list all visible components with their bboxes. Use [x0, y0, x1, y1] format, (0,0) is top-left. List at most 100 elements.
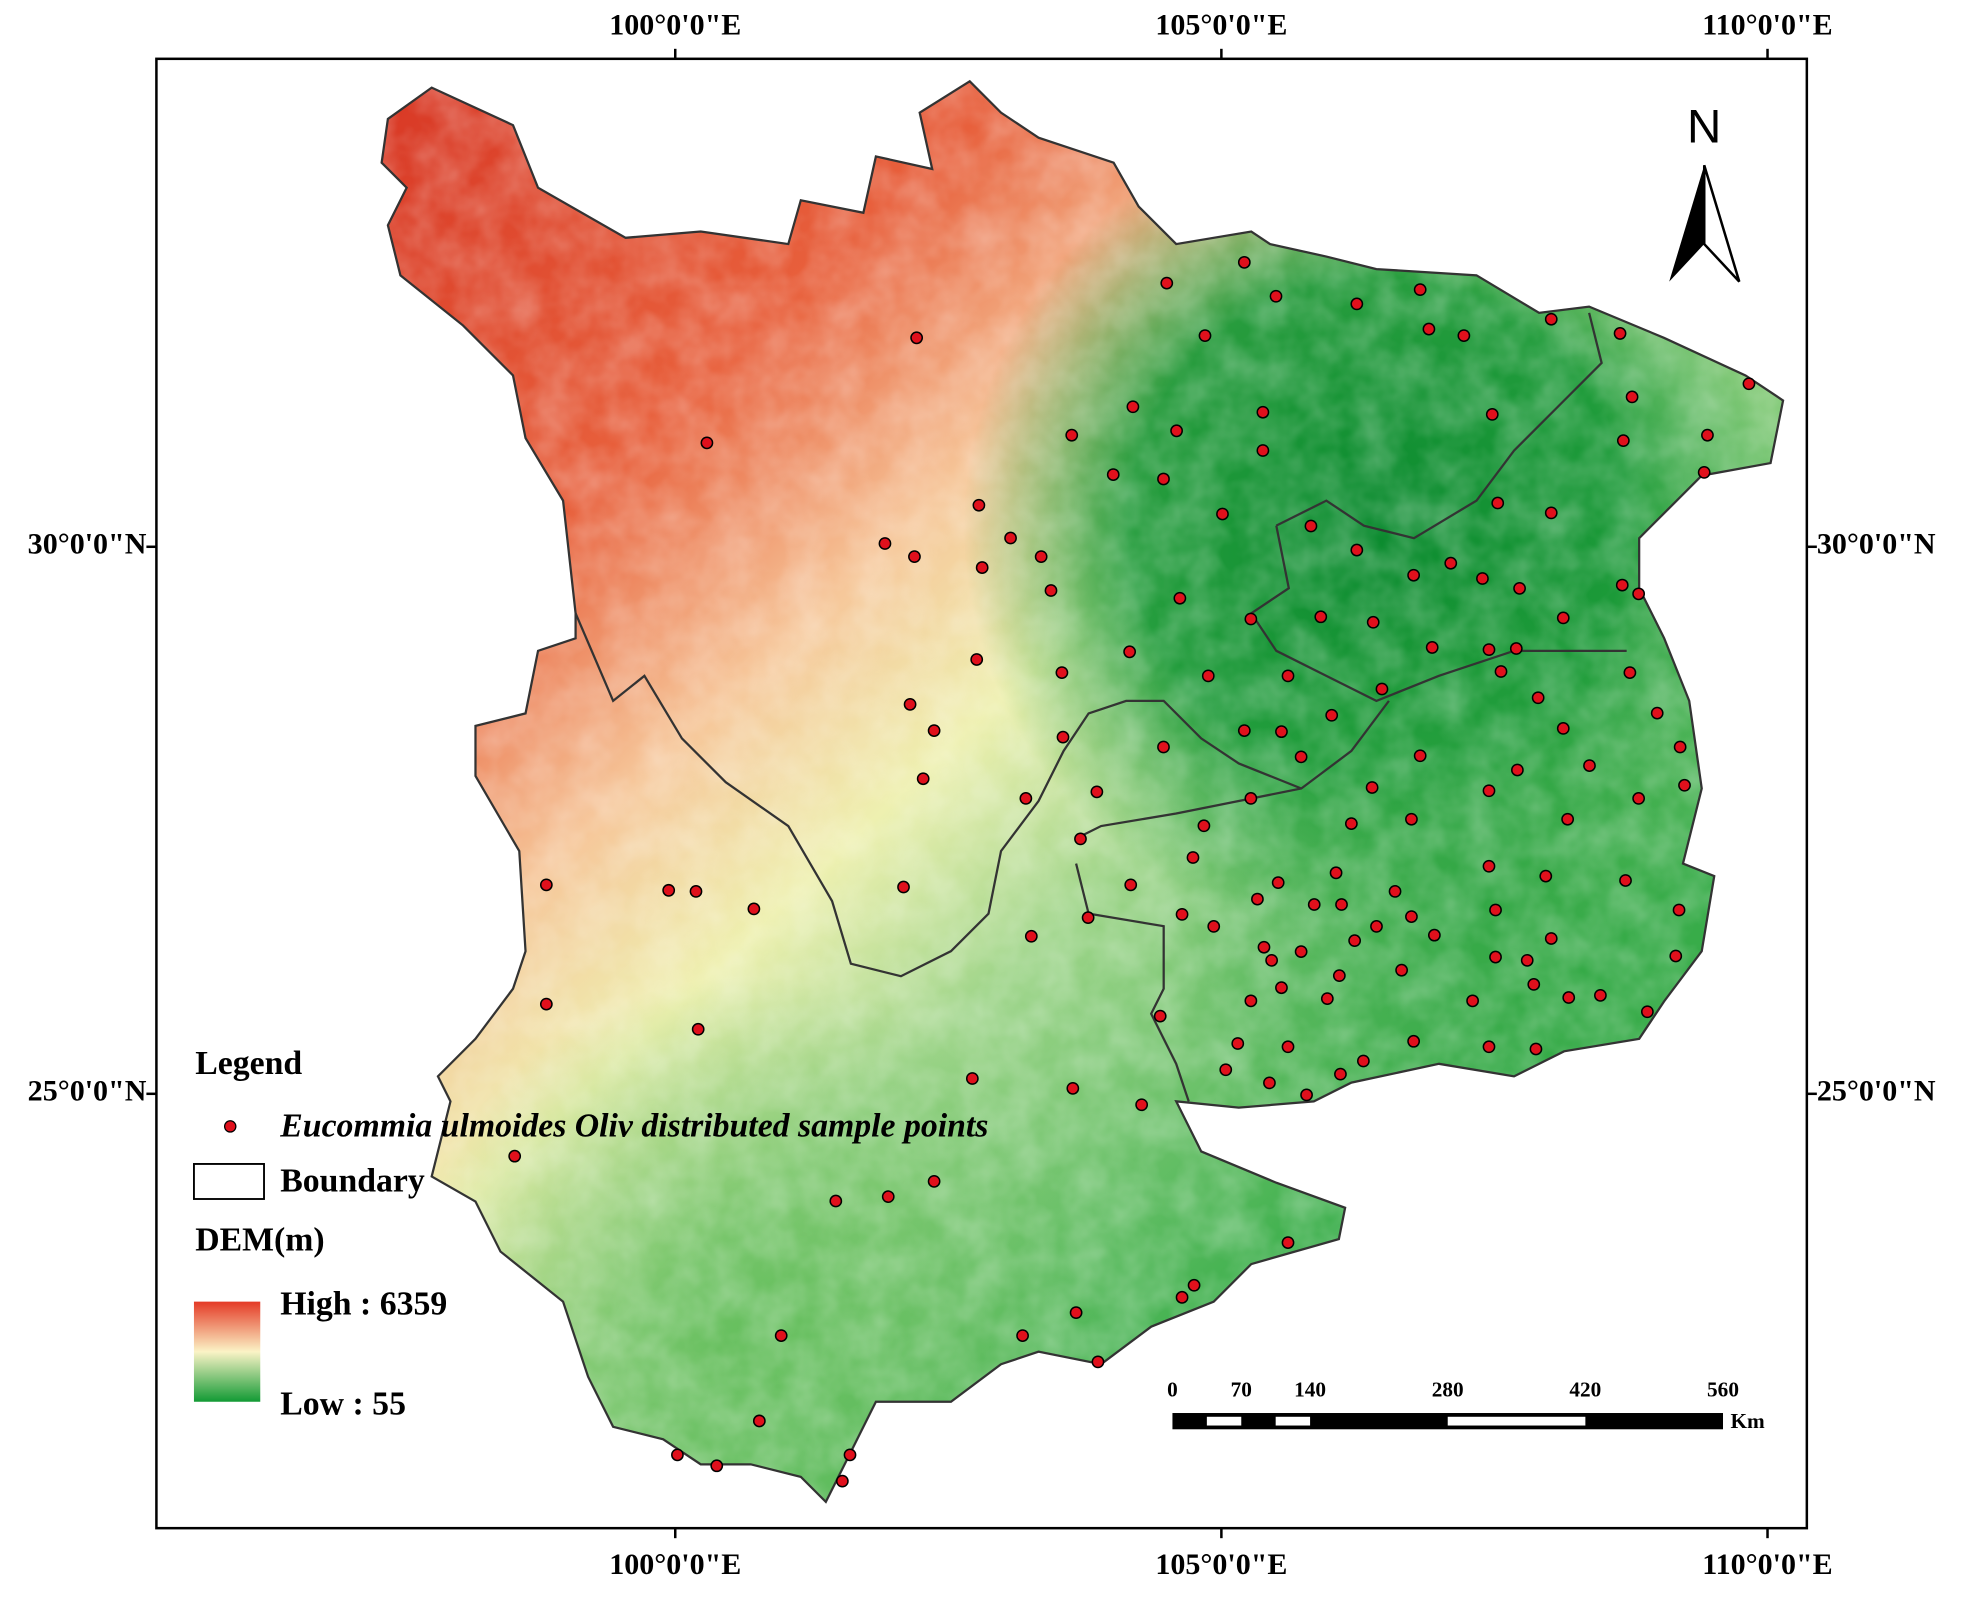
sample-point	[1613, 327, 1627, 340]
sample-point	[1281, 669, 1295, 683]
sample-point	[927, 724, 941, 737]
sample-point	[1650, 706, 1664, 720]
sample-point	[1619, 874, 1632, 887]
sample-point	[1425, 641, 1439, 654]
sample-point	[910, 331, 924, 345]
sample-point	[1281, 1040, 1295, 1054]
sample-point	[1237, 255, 1251, 269]
sample-point	[1527, 978, 1541, 991]
sample-point	[1269, 289, 1283, 303]
sample-point	[1350, 297, 1364, 311]
scale-bar-segment	[1206, 1416, 1242, 1426]
sample-point	[843, 1448, 857, 1462]
scale-bar-unit: Km	[1731, 1409, 1766, 1433]
x-tick-label: 105°0'0"E	[1155, 1548, 1287, 1581]
sample-point	[1482, 643, 1496, 657]
sample-point	[1066, 1081, 1080, 1095]
sample-point	[1175, 908, 1189, 921]
sample-point	[1583, 759, 1596, 772]
sample-point	[1271, 876, 1285, 890]
sample-point	[539, 878, 553, 892]
sample-point	[1616, 434, 1630, 448]
sample-point	[1335, 898, 1348, 911]
sample-point	[1186, 851, 1200, 864]
sample-points	[508, 255, 1756, 1488]
sample-point	[747, 902, 761, 916]
sample-point	[1489, 903, 1502, 917]
sample-point	[1074, 832, 1087, 846]
sample-point	[700, 436, 714, 450]
sample-point	[1275, 981, 1288, 995]
sample-point	[1544, 506, 1558, 520]
sample-point	[1124, 878, 1138, 892]
sample-point	[1294, 945, 1308, 958]
sample-point	[1407, 1034, 1421, 1048]
x-tick-label: 100°0'0"E	[609, 1548, 741, 1581]
y-tick-label: 25°0'0"N	[1817, 1075, 1936, 1108]
sample-point	[1256, 444, 1270, 457]
sample-point	[1562, 991, 1576, 1004]
sample-point	[539, 997, 553, 1011]
sample-point	[1198, 329, 1212, 343]
scale-bar-segment	[1275, 1416, 1311, 1426]
sample-point	[1157, 472, 1170, 486]
sample-point	[908, 550, 921, 564]
x-tick-label: 110°0'0"E	[1702, 1548, 1832, 1581]
sample-point	[1494, 665, 1508, 678]
sample-point	[1466, 994, 1479, 1008]
sample-point	[1207, 920, 1221, 933]
sample-point	[1256, 405, 1270, 419]
sample-point	[1294, 750, 1308, 764]
sample-point	[1556, 611, 1570, 625]
sample-point	[1561, 812, 1575, 826]
sample-point	[829, 1194, 843, 1208]
scale-bar-label: 0	[1167, 1378, 1178, 1402]
sample-point	[1090, 785, 1104, 799]
sample-point	[508, 1149, 522, 1163]
sample-point	[1016, 1329, 1029, 1342]
sample-point	[1304, 519, 1318, 533]
sample-point	[1216, 507, 1229, 521]
sample-point	[1544, 932, 1558, 945]
sample-point	[1307, 898, 1321, 911]
scale-bar-label: 560	[1707, 1378, 1739, 1402]
sample-point	[752, 1414, 766, 1428]
sample-point	[878, 537, 892, 550]
sample-point	[1509, 642, 1523, 655]
sample-point	[1160, 276, 1174, 290]
sample-point	[689, 885, 703, 898]
sample-point	[671, 1448, 684, 1462]
y-tick-label: 30°0'0"N	[28, 528, 147, 561]
sample-point	[1055, 666, 1069, 679]
sample-point	[691, 1022, 705, 1036]
sample-point	[1350, 543, 1364, 557]
sample-point	[975, 561, 989, 574]
sample-point	[1334, 1067, 1347, 1081]
sample-point	[1332, 969, 1346, 983]
y-tick-label: 30°0'0"N	[1817, 528, 1936, 561]
scale-bar-label: 280	[1432, 1378, 1464, 1402]
sample-point	[1413, 749, 1427, 763]
sample-point	[1237, 724, 1251, 737]
sample-point	[1669, 949, 1683, 963]
sample-point	[1325, 708, 1339, 722]
sample-point	[1106, 468, 1120, 481]
sample-point	[1081, 911, 1095, 925]
sample-point	[1678, 778, 1691, 792]
sample-point	[1281, 1236, 1295, 1249]
sample-point	[1615, 578, 1629, 592]
sample-point	[1482, 1040, 1496, 1054]
sample-point	[1370, 920, 1383, 933]
sample-point	[1513, 581, 1526, 595]
sample-point	[1275, 725, 1288, 739]
sample-point	[1004, 531, 1017, 545]
x-tick-label: 105°0'0"E	[1155, 8, 1287, 41]
sample-point	[1251, 892, 1264, 906]
sample-point	[1056, 730, 1070, 744]
sample-point	[1126, 400, 1140, 414]
sample-point	[1701, 428, 1714, 442]
sample-point	[1069, 1306, 1083, 1320]
sample-point	[1539, 869, 1553, 883]
sample-point	[927, 1174, 941, 1188]
